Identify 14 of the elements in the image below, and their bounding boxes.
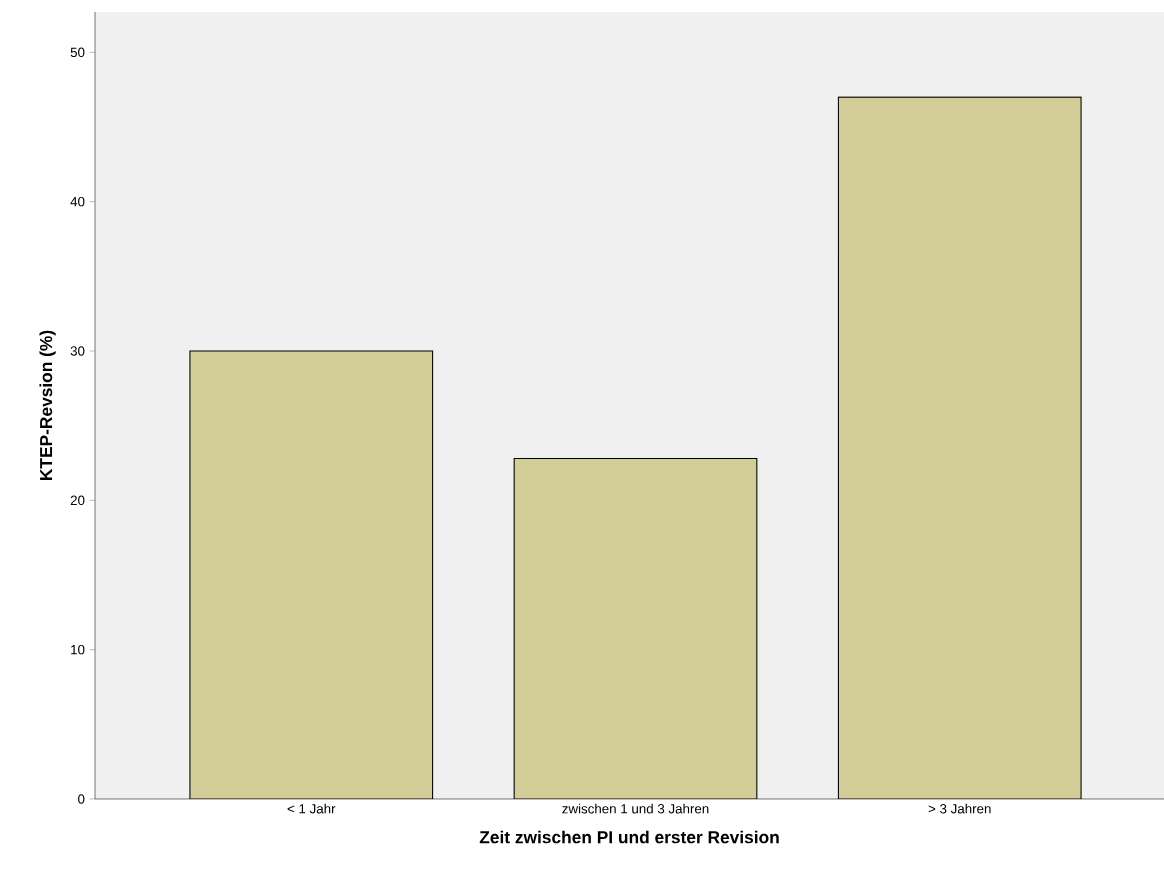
y-axis-title: KTEP-Revsion (%) bbox=[39, 330, 56, 480]
bar bbox=[189, 350, 434, 799]
y-tick-label: 50 bbox=[70, 47, 85, 58]
bar bbox=[513, 457, 758, 799]
y-tick-label: 10 bbox=[71, 644, 85, 655]
bar bbox=[837, 96, 1082, 799]
x-tick-label: zwischen 1 und 3 Jahren bbox=[562, 803, 709, 814]
y-tick-label: 40 bbox=[70, 196, 85, 207]
x-tick-label: > 3 Jahren bbox=[928, 803, 991, 814]
x-axis-title: Zeit zwischen PI und erster Revision bbox=[479, 830, 779, 844]
y-tick-label: 0 bbox=[78, 794, 85, 804]
x-tick-label: < 1 Jahr bbox=[287, 803, 336, 814]
y-tick-label: 20 bbox=[70, 495, 85, 506]
y-tick-label: 30 bbox=[70, 346, 85, 356]
